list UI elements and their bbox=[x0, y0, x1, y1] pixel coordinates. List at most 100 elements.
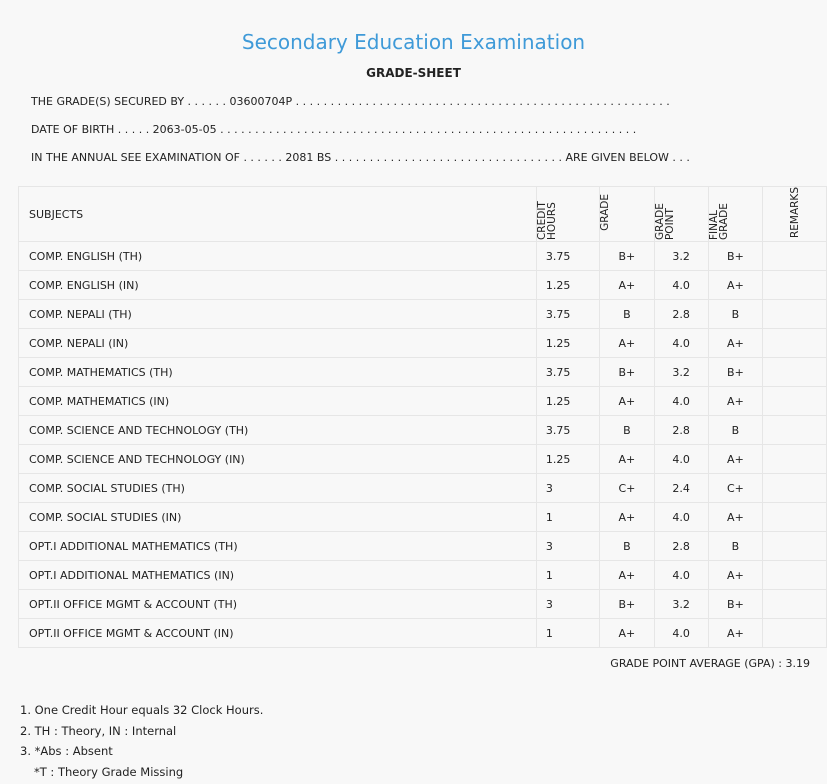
remarks-cell bbox=[762, 444, 827, 475]
remarks-cell bbox=[762, 531, 827, 562]
subject: COMP. SOCIAL STUDIES (TH) bbox=[18, 473, 537, 504]
column-header: REMARKS bbox=[762, 185, 827, 243]
remarks-cell bbox=[762, 618, 827, 649]
table-body: COMP. ENGLISH (TH) 3.75 B+ 3.2 B+ COMP. ENGLI… bbox=[18, 241, 827, 649]
cell: A+ bbox=[707, 386, 764, 417]
cell: B+ bbox=[707, 357, 764, 388]
remarks-cell bbox=[762, 415, 827, 446]
cell: 3.75 bbox=[535, 299, 601, 330]
subject: OPT.II OFFICE MGMT & ACCOUNT (IN) bbox=[18, 618, 537, 649]
column-header-text: GRADE bbox=[599, 194, 612, 231]
cell: A+ bbox=[707, 328, 764, 359]
cell: A+ bbox=[707, 502, 764, 533]
cell: A+ bbox=[707, 444, 764, 475]
info-line: THE GRADE(S) SECURED BY . . . . . . 0360… bbox=[31, 95, 670, 108]
note: *T : Theory Grade Missing bbox=[34, 764, 184, 779]
row: COMP. SOCIAL STUDIES (IN) 1 A+ 4.0 A+ bbox=[18, 502, 827, 533]
column-header-text: FINAL GRADE bbox=[707, 202, 730, 240]
remarks-cell bbox=[762, 241, 827, 272]
cell: 3 bbox=[535, 473, 601, 504]
subtitle: GRADE-SHEET bbox=[366, 66, 461, 80]
subject: COMP. MATHEMATICS (IN) bbox=[18, 386, 537, 417]
subject: COMP. ENGLISH (IN) bbox=[18, 270, 537, 301]
cell: A+ bbox=[599, 270, 655, 301]
cell: A+ bbox=[599, 618, 655, 649]
column-header-text: REMARKS bbox=[788, 187, 801, 239]
remarks-cell bbox=[762, 473, 827, 504]
cell: 3 bbox=[535, 531, 601, 562]
cell: B bbox=[599, 415, 655, 446]
title: Secondary Education Examination bbox=[241, 30, 586, 54]
subject: OPT.I ADDITIONAL MATHEMATICS (IN) bbox=[18, 560, 537, 591]
cell: 3.75 bbox=[535, 415, 601, 446]
row: COMP. SOCIAL STUDIES (TH) 3 C+ 2.4 C+ bbox=[18, 473, 827, 504]
cell: A+ bbox=[599, 386, 655, 417]
cell: B+ bbox=[599, 589, 655, 620]
cell: A+ bbox=[599, 560, 655, 591]
column-header: GRADE POINT bbox=[653, 185, 709, 243]
cell: 3.2 bbox=[653, 589, 709, 620]
subject: COMP. MATHEMATICS (TH) bbox=[18, 357, 537, 388]
cell: A+ bbox=[599, 328, 655, 359]
subject: OPT.II OFFICE MGMT & ACCOUNT (TH) bbox=[18, 589, 537, 620]
column-header: SUBJECTS bbox=[18, 185, 537, 243]
remarks-cell bbox=[762, 299, 827, 330]
cell: 1.25 bbox=[535, 444, 601, 475]
subject: COMP. SCIENCE AND TECHNOLOGY (IN) bbox=[18, 444, 537, 475]
remarks-cell bbox=[762, 589, 827, 620]
remarks-cell bbox=[762, 357, 827, 388]
row: OPT.I ADDITIONAL MATHEMATICS (TH) 3 B 2.8 B bbox=[18, 531, 827, 562]
cell: C+ bbox=[599, 473, 655, 504]
cell: 2.8 bbox=[653, 299, 709, 330]
row: COMP. MATHEMATICS (IN) 1.25 A+ 4.0 A+ bbox=[18, 386, 827, 417]
row: COMP. NEPALI (TH) 3.75 B 2.8 B bbox=[18, 299, 827, 330]
column-header: GRADE bbox=[599, 185, 655, 243]
cell: A+ bbox=[707, 270, 764, 301]
gpa: GRADE POINT AVERAGE (GPA) : 3.19 bbox=[610, 657, 810, 670]
row: COMP. SCIENCE AND TECHNOLOGY (IN) 1.25 A+ 4… bbox=[18, 444, 827, 475]
column-header-text: GRADE POINT bbox=[653, 202, 676, 240]
cell: 4.0 bbox=[653, 386, 709, 417]
note: 2. TH : Theory, IN : Internal bbox=[20, 723, 177, 738]
cell: 1.25 bbox=[535, 328, 601, 359]
cell: C+ bbox=[707, 473, 764, 504]
cell: B bbox=[599, 299, 655, 330]
cell: 4.0 bbox=[653, 444, 709, 475]
cell: 1 bbox=[535, 502, 601, 533]
cell: 4.0 bbox=[653, 270, 709, 301]
cell: 3.75 bbox=[535, 241, 601, 272]
cell: B bbox=[707, 531, 764, 562]
remarks-cell bbox=[762, 328, 827, 359]
subject: COMP. ENGLISH (TH) bbox=[18, 241, 537, 272]
subject: OPT.I ADDITIONAL MATHEMATICS (TH) bbox=[18, 531, 537, 562]
cell: 3 bbox=[535, 589, 601, 620]
row: COMP. ENGLISH (IN) 1.25 A+ 4.0 A+ bbox=[18, 270, 827, 301]
cell: A+ bbox=[707, 618, 764, 649]
subject: COMP. SCIENCE AND TECHNOLOGY (TH) bbox=[18, 415, 537, 446]
row: COMP. MATHEMATICS (TH) 3.75 B+ 3.2 B+ bbox=[18, 357, 827, 388]
column-header: CREDIT HOURS bbox=[535, 185, 601, 243]
cell: 3.2 bbox=[653, 357, 709, 388]
row: COMP. ENGLISH (TH) 3.75 B+ 3.2 B+ bbox=[18, 241, 827, 272]
note: 3. *Abs : Absent bbox=[20, 744, 113, 758]
column-header-text: CREDIT HOURS bbox=[535, 200, 558, 240]
column-header: FINAL GRADE bbox=[707, 185, 764, 243]
cell: B+ bbox=[707, 241, 764, 272]
info-line: IN THE ANNUAL SEE EXAMINATION OF . . . .… bbox=[31, 151, 690, 164]
cell: A+ bbox=[599, 502, 655, 533]
grade-table: SUBJECTS CREDIT HOURS GRADE GRADE POINT FINA… bbox=[18, 185, 827, 649]
info-line: DATE OF BIRTH . . . . . 2063-05-05 . . .… bbox=[31, 123, 637, 136]
cell: 4.0 bbox=[653, 502, 709, 533]
remarks-cell bbox=[762, 502, 827, 533]
row: OPT.II OFFICE MGMT & ACCOUNT (IN) 1 A+ 4.0 A… bbox=[18, 618, 827, 649]
cell: 4.0 bbox=[653, 328, 709, 359]
row: OPT.I ADDITIONAL MATHEMATICS (IN) 1 A+ 4.0 A… bbox=[18, 560, 827, 591]
subject: COMP. NEPALI (IN) bbox=[18, 328, 537, 359]
remarks-cell bbox=[762, 386, 827, 417]
cell: 2.8 bbox=[653, 531, 709, 562]
cell: 4.0 bbox=[653, 618, 709, 649]
cell: 2.8 bbox=[653, 415, 709, 446]
subject: COMP. SOCIAL STUDIES (IN) bbox=[18, 502, 537, 533]
cell: 3.2 bbox=[653, 241, 709, 272]
